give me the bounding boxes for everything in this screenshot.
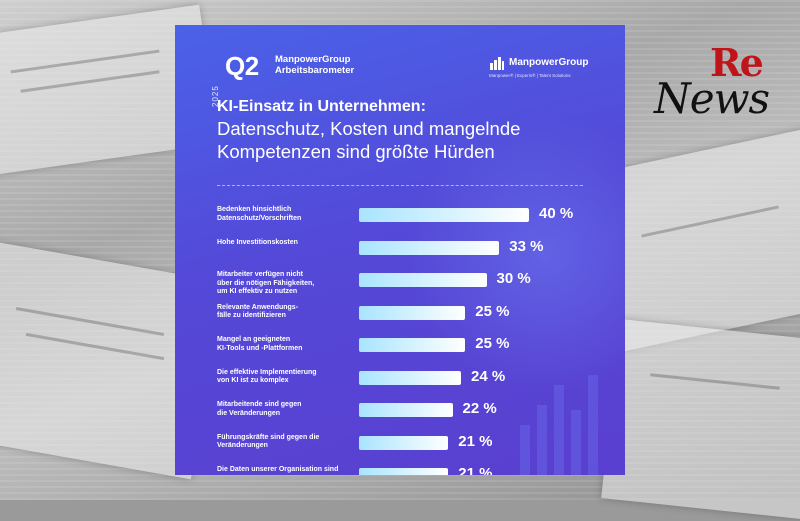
- bar-label-line: von KI ist zu komplex: [217, 377, 289, 384]
- brand-line-1: ManpowerGroup: [275, 54, 351, 65]
- bar-label-line: nicht ausreichend strukturiert, um: [217, 475, 357, 476]
- manpowergroup-logo-icon: [490, 57, 504, 70]
- bar-label-line: Veränderungen: [217, 442, 268, 449]
- brand-line-2: Arbeitsbarometer: [275, 65, 355, 76]
- renews-logo-news: News: [654, 74, 770, 123]
- bar-label-5: Die effektive Implementierung von KI ist …: [217, 369, 357, 386]
- infographic-card: 2025 Q2 ManpowerGroup Arbeitsbarometer M…: [175, 25, 625, 475]
- quarter-label: Q2: [225, 51, 259, 81]
- bar-label-line: Bedenken hinsichtlich: [217, 206, 292, 213]
- bar-label-8: Die Daten unserer Organisation sind nicht…: [217, 466, 357, 475]
- bar-label-line: fälle zu identifizieren: [217, 312, 286, 319]
- bar-2: [359, 273, 487, 287]
- brand-block: ManpowerGroup Arbeitsbarometer: [275, 54, 354, 76]
- bar-label-line: Führungskräfte sind gegen die: [217, 433, 320, 441]
- headline-line-3: Kompetenzen sind größte Hürden: [217, 141, 495, 162]
- bar-label-line: um KI effektiv zu nutzen: [217, 288, 298, 295]
- bar-3: [359, 305, 466, 320]
- renews-logo: Re News: [640, 40, 790, 140]
- bar-1: [359, 240, 500, 255]
- bar-4: [359, 338, 466, 352]
- bar-label-0: Bedenken hinsichtlich Datenschutz/Vorschr…: [217, 206, 357, 223]
- bar-label-1: Hohe Investitionskosten: [217, 239, 357, 248]
- bar-value-8: 21 %: [458, 465, 493, 475]
- bar-value-5: 24 %: [471, 367, 506, 385]
- bar-label-6: Mitarbeitende sind gegen die Veränderunge…: [217, 401, 357, 418]
- bar-label-line: Die Daten unserer Organisation sind: [217, 466, 339, 473]
- bar-7: [359, 435, 449, 450]
- bar-value-7: 21 %: [458, 432, 493, 450]
- bar-label-line: Mitarbeitende sind gegen: [217, 401, 302, 408]
- logo-subbrands: Manpower® | Experis® | Talent Solutions: [489, 73, 571, 78]
- headline-bold: KI-Einsatz in Unternehmen:: [217, 98, 426, 115]
- bar-label-line: Die effektive Implementierung: [217, 368, 317, 376]
- bar-value-4: 25 %: [475, 335, 510, 352]
- bar-value-0: 40 %: [539, 205, 574, 222]
- bar-5: [359, 370, 461, 385]
- bar-label-line: Mitarbeiter verfügen nicht: [217, 271, 303, 278]
- bar-chart: Bedenken hinsichtlich Datenschutz/Vorschr…: [175, 25, 625, 475]
- renews-logo-re: Re: [710, 40, 764, 85]
- bar-label-7: Führungskräfte sind gegen die Veränderung…: [217, 434, 357, 451]
- bar-label-3: Relevante Anwendungs-fälle zu identifizi…: [217, 304, 357, 321]
- bar-label-4: Mangel an geeigneten KI-Tools und -Plattf…: [217, 336, 357, 353]
- bar-value-6: 22 %: [462, 400, 497, 417]
- bar-value-2: 30 %: [496, 270, 531, 287]
- logo-name: ManpowerGroup: [509, 57, 589, 68]
- bar-label-line: Datenschutz/Vorschriften: [217, 214, 302, 222]
- bar-8: [359, 468, 449, 475]
- bar-6: [359, 403, 453, 417]
- bar-label-line: die Veränderungen: [217, 409, 281, 417]
- bar-label-line: Hohe Investitionskosten: [217, 238, 298, 246]
- bar-0: [359, 208, 529, 222]
- bar-value-1: 33 %: [509, 237, 544, 255]
- bar-value-3: 25 %: [475, 302, 510, 320]
- headline-line-2: Datenschutz, Kosten und mangelnde: [217, 118, 521, 139]
- bar-label-line: KI-Tools und -Plattformen: [217, 344, 303, 352]
- bar-label-line: Mangel an geeigneten: [217, 336, 291, 343]
- bar-label-line: über die nötigen Fähigkeiten,: [217, 279, 315, 287]
- bar-label-2: Mitarbeiter verfügen nicht über die nötig…: [217, 271, 357, 297]
- headline: KI-Einsatz in Unternehmen: Datenschutz, …: [217, 97, 597, 163]
- bar-label-line: Relevante Anwendungs-: [217, 303, 299, 311]
- dashed-divider: [217, 185, 583, 186]
- watermark-bars-decoration: [520, 375, 598, 475]
